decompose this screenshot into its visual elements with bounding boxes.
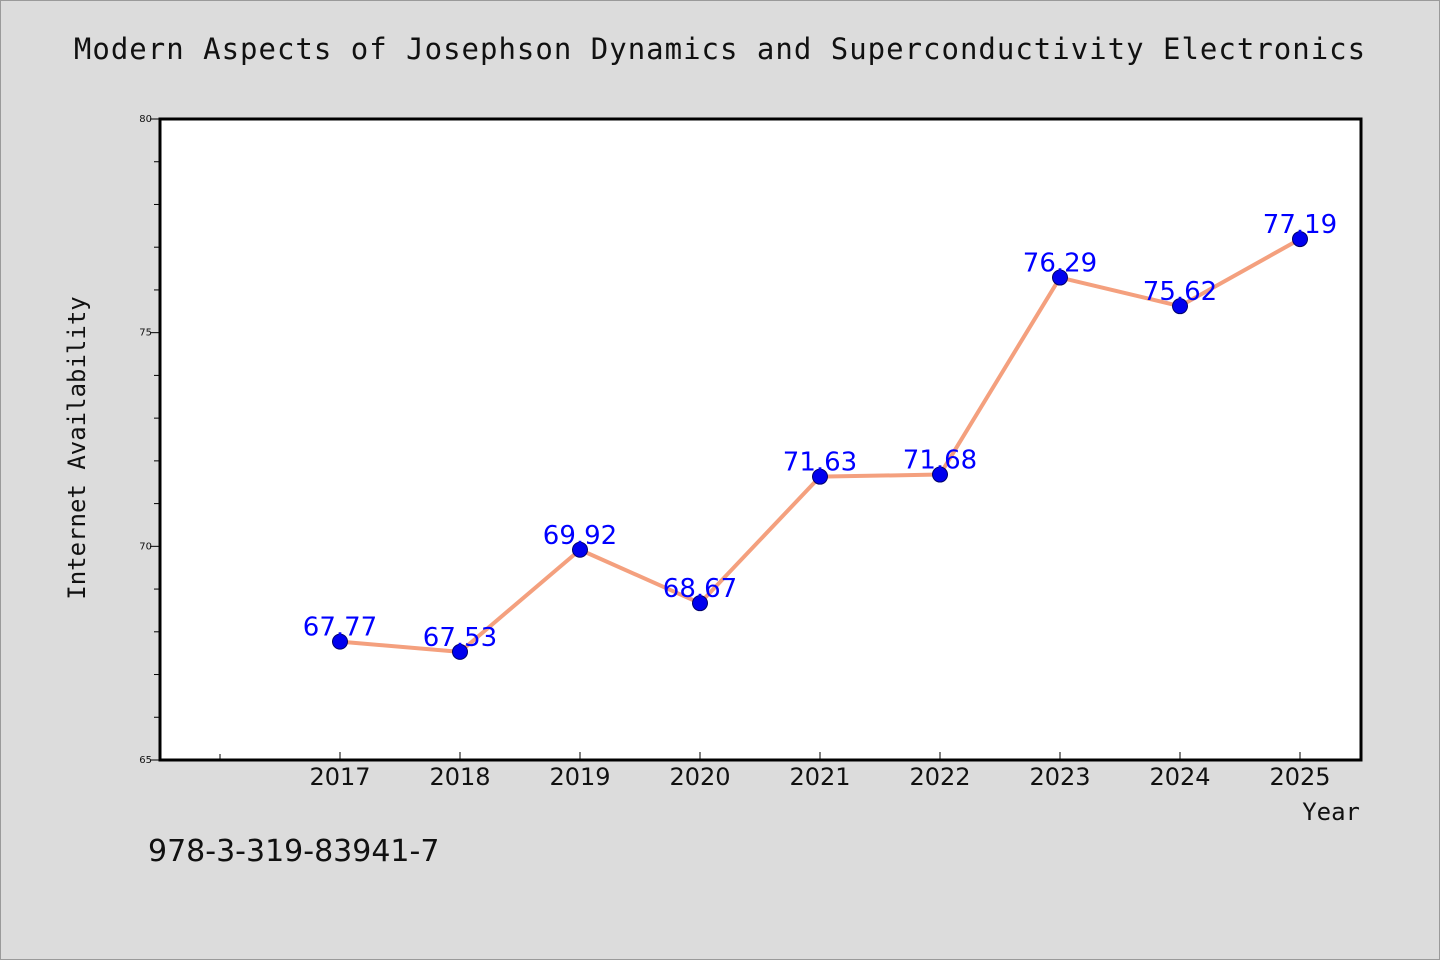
plot-area — [158, 117, 1363, 762]
x-tick-label: 2024 — [1149, 763, 1210, 791]
data-label: 68.67 — [663, 574, 737, 604]
data-point — [812, 468, 828, 485]
x-tick-label: 2019 — [549, 763, 610, 791]
y-tick-label: 65 — [139, 755, 152, 766]
data-label: 75.62 — [1143, 277, 1217, 307]
y-tick-label: 75 — [139, 328, 152, 339]
y-axis-label: Internet Availability — [63, 296, 91, 599]
data-point — [932, 466, 948, 483]
x-tick-label: 2017 — [309, 763, 370, 791]
series-group: 67.77 67.53 69.92 68.67 71.63 71.68 76.29 75.62… — [303, 210, 1337, 660]
x-tick-label: 2021 — [789, 763, 850, 791]
data-point — [452, 643, 468, 660]
y-axis-ticks: 65 70 75 80 — [139, 114, 160, 766]
data-point — [1292, 231, 1308, 248]
data-label: 67.77 — [303, 613, 377, 643]
data-label: 71.68 — [903, 446, 977, 476]
data-point — [332, 633, 348, 650]
chart-title: Modern Aspects of Josephson Dynamics and… — [73, 32, 1367, 66]
data-label: 77.19 — [1263, 210, 1337, 240]
data-label: 76.29 — [1023, 249, 1097, 279]
data-label: 69.92 — [543, 521, 617, 551]
x-axis-label: Year — [1302, 798, 1360, 826]
x-tick-label: 2018 — [429, 763, 490, 791]
x-axis-ticks: 2017 2018 2019 2020 2021 2022 2023 2024 2025 — [219, 752, 1331, 791]
y-tick-label: 80 — [139, 114, 152, 125]
data-point — [1052, 269, 1068, 286]
y-tick-label: 70 — [139, 541, 152, 552]
x-tick-label: 2020 — [669, 763, 730, 791]
data-point — [692, 595, 708, 612]
x-tick-label: 2023 — [1029, 763, 1090, 791]
data-point — [572, 541, 588, 558]
data-label: 67.53 — [423, 623, 497, 653]
x-tick-label: 2025 — [1269, 763, 1330, 791]
isbn-text: 978-3-319-83941-7 — [148, 834, 440, 869]
data-label: 71.63 — [783, 448, 857, 478]
x-tick-label: 2022 — [909, 763, 970, 791]
data-point — [1172, 298, 1188, 315]
